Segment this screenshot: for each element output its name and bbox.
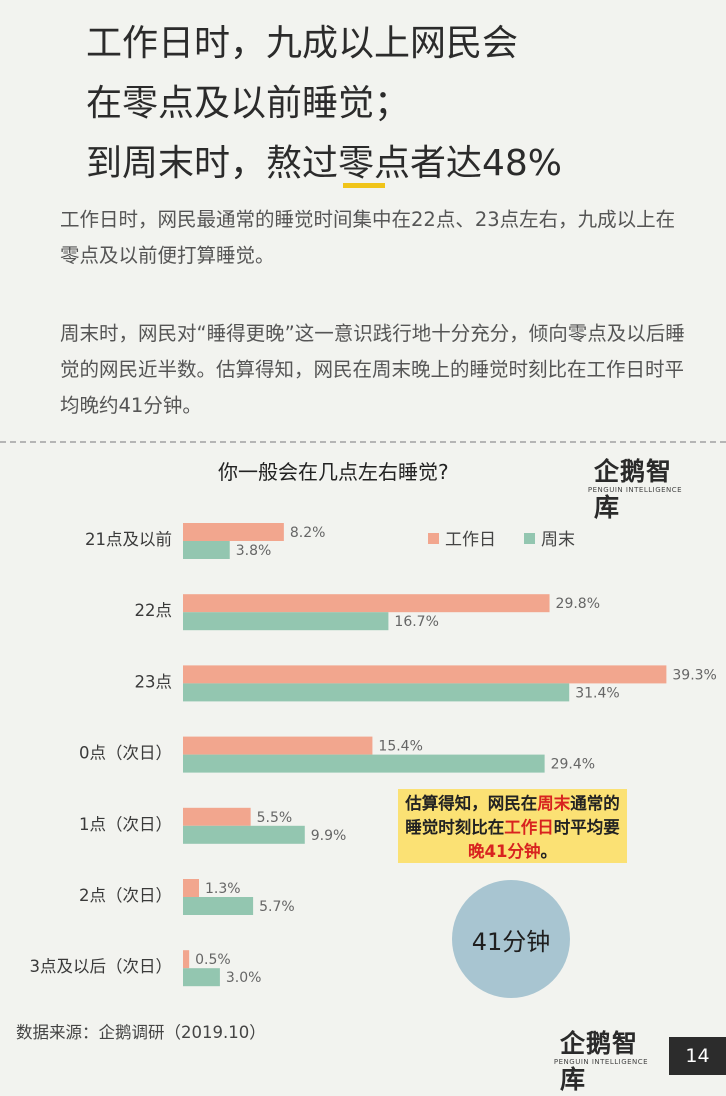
bar-workday bbox=[183, 807, 251, 826]
callout-highlight-workday: 工作日 bbox=[504, 818, 554, 837]
data-label: 0.5% bbox=[195, 952, 231, 968]
accent-underline bbox=[343, 183, 385, 188]
legend-swatch-workday bbox=[428, 533, 439, 544]
bar-workday bbox=[183, 594, 550, 613]
bar-weekend bbox=[183, 683, 570, 702]
callout-text-4: 。 bbox=[540, 842, 557, 861]
headline-line-3: 到周末时，熬过零点者达48% bbox=[86, 143, 563, 184]
brand-subtitle: PENGUIN INTELLIGENCE bbox=[587, 486, 683, 494]
data-label: 16.7% bbox=[394, 614, 438, 630]
legend-label-weekend: 周末 bbox=[541, 530, 575, 550]
bar-weekend bbox=[183, 754, 545, 773]
legend-swatch-weekend bbox=[524, 533, 535, 544]
bar-workday bbox=[183, 950, 190, 969]
intro-paragraph-1: 工作日时，网民最通常的睡觉时间集中在22点、23点左右，九成以上在零点及以前便打… bbox=[60, 208, 676, 267]
headline-line-1: 工作日时，九成以上网民会 bbox=[86, 23, 519, 64]
data-label: 39.3% bbox=[672, 667, 716, 683]
bar-weekend bbox=[183, 825, 305, 844]
callout-text-2: 通常的睡觉时刻比在 bbox=[405, 794, 620, 837]
minutes-circle: 41分钟 bbox=[452, 880, 570, 998]
data-label: 5.5% bbox=[257, 810, 293, 826]
page-number: 14 bbox=[669, 1037, 726, 1075]
brand-name: 企鹅智库 bbox=[594, 457, 673, 522]
bar-chart: 21点及以前 8.2% 3.8% 22点 29.8% 16.7% 23点 39.3% 31.4%… bbox=[30, 523, 717, 987]
data-label: 3.8% bbox=[236, 543, 272, 559]
data-label: 31.4% bbox=[575, 685, 619, 701]
bar-workday bbox=[183, 736, 373, 755]
callout-highlight-minutes: 晚41分钟 bbox=[468, 842, 541, 861]
data-label: 29.8% bbox=[556, 596, 600, 612]
bar-workday bbox=[183, 523, 284, 541]
data-label: 5.7% bbox=[259, 899, 295, 915]
callout-highlight-weekend: 周末 bbox=[537, 794, 571, 813]
data-label: 1.3% bbox=[205, 881, 241, 897]
bar-weekend bbox=[183, 897, 254, 915]
intro-paragraph-2: 周末时，网民对“睡得更晚”这一意识践行地十分充分，倾向零点及以后睡觉的网民近半数… bbox=[60, 322, 685, 417]
brand-logo-top: 企鹅智库 PENGUIN INTELLIGENCE bbox=[580, 452, 690, 522]
data-label: 3.0% bbox=[226, 970, 262, 986]
headline: 工作日时，九成以上网民会 在零点及以前睡觉； 到周末时，熬过零点者达48% bbox=[86, 14, 706, 194]
data-label: 29.4% bbox=[551, 757, 595, 773]
category-label: 22点 bbox=[135, 601, 173, 620]
callout-text-3: 时平均要 bbox=[553, 818, 620, 837]
category-label: 0点（次日） bbox=[79, 744, 172, 763]
circle-label: 41分钟 bbox=[471, 927, 551, 956]
headline-line-2: 在零点及以前睡觉； bbox=[86, 83, 411, 124]
category-label: 2点（次日） bbox=[79, 886, 172, 905]
brand-logo-bottom: 企鹅智库 PENGUIN INTELLIGENCE bbox=[546, 1024, 656, 1094]
data-label: 15.4% bbox=[378, 739, 422, 755]
bar-workday bbox=[183, 665, 667, 684]
bar-weekend bbox=[183, 541, 230, 559]
data-label: 9.9% bbox=[311, 828, 347, 844]
callout-box: 估算得知，网民在周末通常的睡觉时刻比在工作日时平均要晚41分钟。 bbox=[398, 789, 627, 863]
bar-weekend bbox=[183, 612, 389, 631]
dashed-divider bbox=[0, 441, 726, 443]
bar-weekend bbox=[183, 968, 220, 987]
category-label: 21点及以前 bbox=[85, 530, 172, 549]
category-label: 23点 bbox=[135, 672, 173, 691]
legend-label-workday: 工作日 bbox=[445, 530, 496, 550]
category-label: 1点（次日） bbox=[79, 815, 172, 834]
source-note: 数据来源：企鹅调研（2019.10） bbox=[16, 1023, 266, 1042]
category-label: 3点及以后（次日） bbox=[30, 957, 173, 976]
data-label: 8.2% bbox=[290, 525, 326, 541]
bar-workday bbox=[183, 879, 199, 897]
chart-title: 你一般会在几点左右睡觉? bbox=[218, 460, 449, 484]
callout-text-1: 估算得知，网民在 bbox=[405, 794, 538, 813]
brand-subtitle-bottom: PENGUIN INTELLIGENCE bbox=[553, 1058, 649, 1066]
